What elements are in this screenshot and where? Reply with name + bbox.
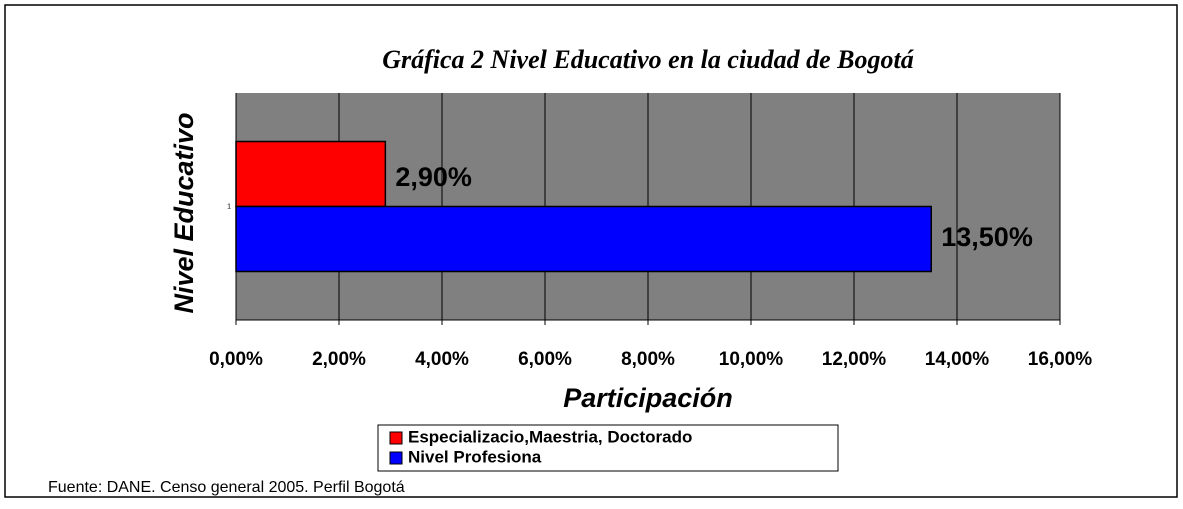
data-label: 2,90% <box>395 162 472 192</box>
x-tick-label: 2,00% <box>312 349 366 370</box>
legend-swatch <box>389 451 403 465</box>
x-tick-label: 14,00% <box>925 349 990 370</box>
legend-label: Especializacio,Maestria, Doctorado <box>408 427 692 446</box>
x-tick-label: 0,00% <box>209 349 263 370</box>
legend-box <box>377 424 839 472</box>
data-label: 13,50% <box>941 222 1033 252</box>
x-axis-title: Participación <box>563 383 733 413</box>
source-note: Fuente: DANE. Censo general 2005. Perfil… <box>48 479 405 496</box>
y-tick-label: 1 <box>227 203 231 210</box>
x-tick-label: 12,00% <box>822 349 887 370</box>
legend-swatch <box>389 431 403 445</box>
x-tick-label: 10,00% <box>719 349 784 370</box>
x-tick-label: 6,00% <box>518 349 572 370</box>
x-tick-label: 16,00% <box>1028 349 1093 370</box>
y-axis-title: Nivel Educativo <box>169 112 199 313</box>
chart-title: Gráfica 2 Nivel Educativo en la ciudad d… <box>382 45 915 74</box>
x-tick-label: 4,00% <box>415 349 469 370</box>
x-tick-label: 8,00% <box>621 349 675 370</box>
bar <box>235 205 932 273</box>
bar <box>235 140 387 208</box>
legend-label: Nivel Profesiona <box>408 447 542 466</box>
